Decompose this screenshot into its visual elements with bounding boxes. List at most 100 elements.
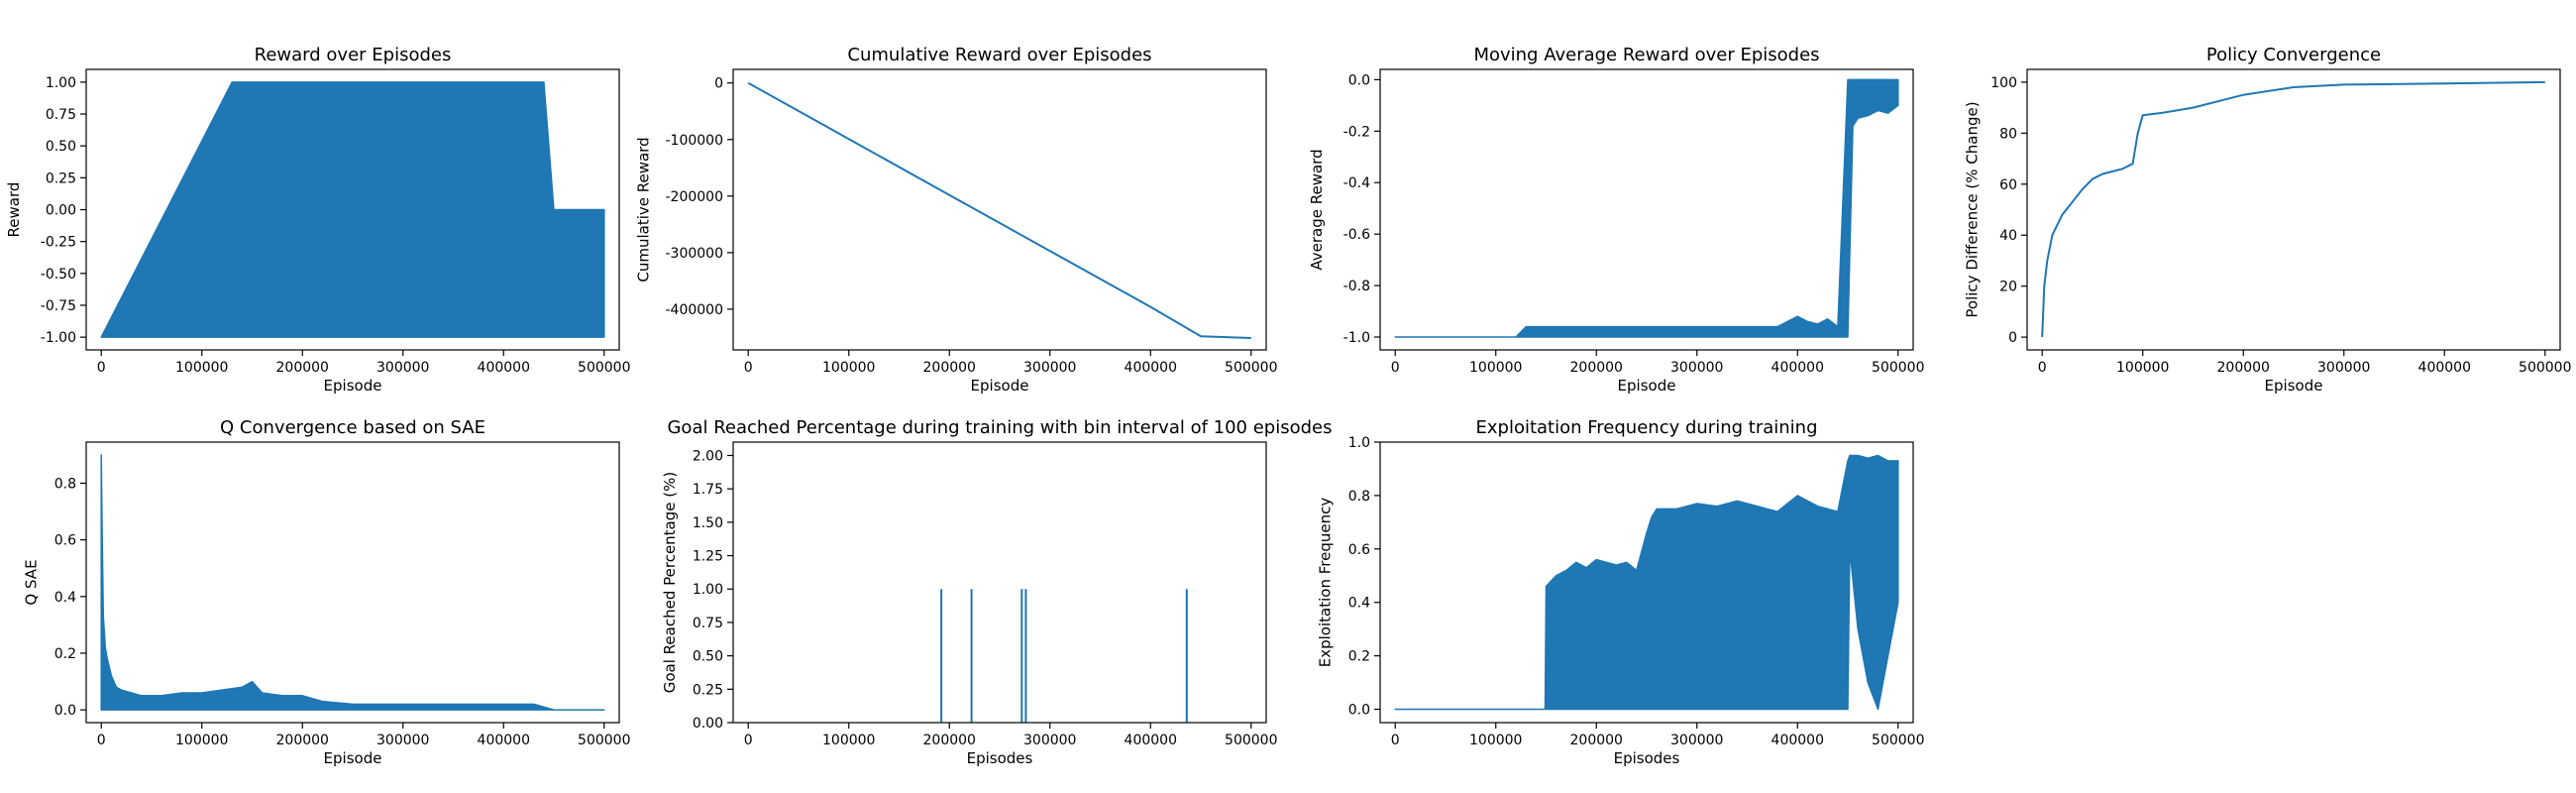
chart-title: Cumulative Reward over Episodes	[847, 45, 1151, 65]
y-tick-label: 100	[1990, 75, 2017, 91]
x-tick-label: 100000	[1469, 360, 1522, 376]
x-tick-label: 300000	[376, 733, 429, 748]
subplot: 0 100000 200000 300000 400000 500000 0 20 40 60 80…	[1964, 45, 2572, 395]
axes-frame	[85, 441, 620, 724]
subplot: 0 100000 200000 300000 400000 500000 -1.0 -0.8 -…	[1308, 45, 1925, 395]
axes-frame	[732, 68, 1267, 351]
x-tick-label: 0	[1391, 360, 1400, 376]
y-axis-label: Q SAE	[23, 559, 41, 605]
y-tick-label: -0.6	[1343, 227, 1370, 243]
y-tick-label: -0.4	[1343, 175, 1370, 191]
bar	[1185, 589, 1188, 723]
x-tick-label: 500000	[2519, 360, 2571, 376]
x-tick-label: 500000	[1872, 360, 1924, 376]
x-tick-label: 100000	[175, 733, 228, 748]
x-tick-label: 200000	[276, 733, 329, 748]
x-axis-label: Episode	[1618, 377, 1676, 395]
chart-title: Moving Average Reward over Episodes	[1473, 45, 1819, 65]
y-tick-label: 0.75	[46, 107, 76, 123]
y-tick-label: 60	[1999, 177, 2017, 193]
y-tick-label: 80	[1999, 126, 2017, 142]
x-tick-label: 500000	[578, 360, 630, 376]
y-tick-label: -0.75	[41, 298, 76, 314]
y-tick-label: 40	[1999, 228, 2017, 244]
axes-frame	[1379, 68, 1914, 351]
x-tick-label: 300000	[1670, 360, 1723, 376]
series-envelope	[100, 81, 605, 338]
y-tick-label: -200000	[666, 189, 724, 205]
y-tick-label: -300000	[666, 246, 724, 262]
chart-title: Exploitation Frequency during training	[1476, 417, 1818, 438]
chart-title: Goal Reached Percentage during training …	[667, 417, 1332, 438]
y-axis-label: Policy Difference (% Change)	[1964, 101, 1982, 317]
x-axis-label: Episode	[971, 377, 1029, 395]
y-tick-label: 0.50	[693, 649, 723, 665]
y-tick-label: -400000	[666, 302, 724, 318]
y-axis-label: Reward	[5, 182, 23, 238]
y-tick-label: -100000	[666, 133, 724, 149]
x-tick-label: 200000	[276, 360, 329, 376]
x-tick-label: 400000	[478, 733, 530, 748]
x-tick-label: 0	[744, 733, 753, 748]
chart-title: Q Convergence based on SAE	[220, 417, 485, 438]
y-tick-label: -0.8	[1343, 279, 1370, 294]
series-envelope	[100, 454, 605, 711]
y-tick-label: -1.0	[1343, 330, 1370, 346]
y-tick-label: 0.0	[54, 703, 76, 719]
y-axis-label: Goal Reached Percentage (%)	[661, 472, 679, 693]
x-tick-label: 0	[97, 360, 106, 376]
y-tick-label: 1.75	[693, 482, 723, 498]
y-tick-label: -0.25	[41, 235, 76, 251]
x-tick-label: 500000	[578, 733, 630, 748]
axes-frame	[732, 441, 1267, 724]
y-tick-label: 2.00	[693, 448, 723, 464]
subplot: 0 100000 200000 300000 400000 500000 -1.00 -0.7…	[5, 45, 631, 395]
x-tick-label: 200000	[2217, 360, 2270, 376]
x-tick-label: 400000	[1125, 733, 1177, 748]
bar	[1024, 589, 1027, 723]
series-line	[747, 81, 1251, 339]
y-tick-label: 0.25	[693, 682, 723, 698]
axes-frame	[1379, 441, 1914, 724]
subplot: 0 100000 200000 300000 400000 500000 0.0 0.2 0.4…	[23, 417, 631, 767]
y-tick-label: 0.2	[54, 646, 76, 662]
y-tick-label: 0.4	[54, 590, 76, 606]
x-tick-label: 0	[2038, 360, 2047, 376]
y-tick-label: 0.8	[1348, 489, 1370, 505]
bar	[940, 589, 943, 723]
x-tick-label: 400000	[1771, 360, 1824, 376]
subplot: 0 100000 200000 300000 400000 500000 0.00 0.25 0…	[661, 417, 1333, 767]
x-tick-label: 200000	[923, 733, 976, 748]
x-tick-label: 400000	[1771, 733, 1824, 748]
y-tick-label: -1.00	[41, 330, 76, 346]
y-tick-label: 0	[2008, 330, 2017, 346]
x-tick-label: 200000	[1570, 733, 1623, 748]
bar	[1020, 589, 1023, 723]
y-tick-label: 0.0	[1348, 703, 1370, 719]
y-tick-label: 0.0	[1348, 72, 1370, 88]
x-tick-label: 400000	[1125, 360, 1177, 376]
x-tick-label: 500000	[1225, 360, 1277, 376]
chart-title: Policy Convergence	[2206, 45, 2381, 65]
subplot: 0 100000 200000 300000 400000 500000 -400000 -3…	[634, 45, 1277, 395]
y-tick-label: 0.50	[46, 139, 76, 155]
y-tick-label: 0.6	[1348, 542, 1370, 558]
y-tick-label: 0.2	[1348, 649, 1370, 665]
y-axis-label: Cumulative Reward	[634, 137, 652, 282]
y-tick-label: 20	[1999, 280, 2017, 295]
x-axis-label: Episode	[324, 749, 382, 767]
bar	[970, 589, 973, 723]
y-tick-label: 0.25	[46, 170, 76, 186]
x-tick-label: 0	[1391, 733, 1400, 748]
x-axis-label: Episode	[2265, 377, 2323, 395]
axes-frame	[2026, 68, 2561, 351]
x-axis-label: Episode	[324, 377, 382, 395]
x-tick-label: 0	[744, 360, 753, 376]
x-tick-label: 500000	[1225, 733, 1277, 748]
x-tick-label: 400000	[478, 360, 530, 376]
x-tick-label: 200000	[923, 360, 976, 376]
series-envelope	[1394, 454, 1899, 711]
x-tick-label: 100000	[1469, 733, 1522, 748]
x-axis-label: Episodes	[967, 749, 1033, 767]
